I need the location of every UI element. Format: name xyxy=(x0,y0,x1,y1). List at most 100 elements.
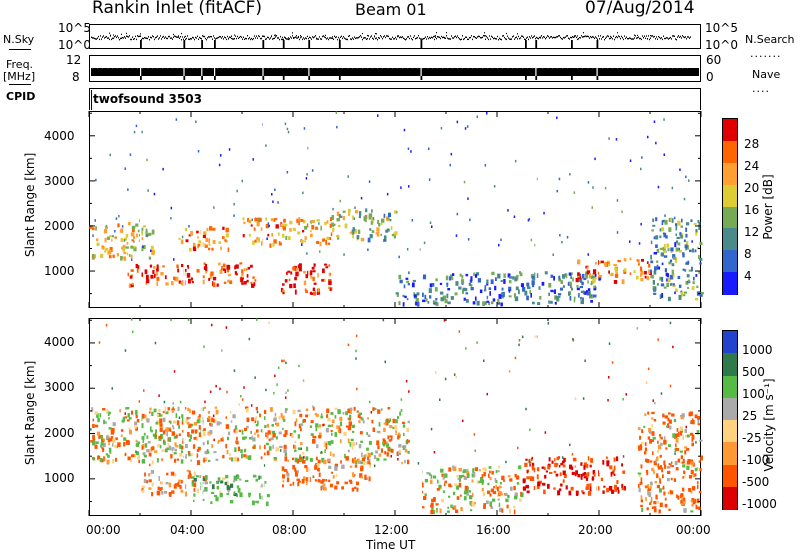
power-cell xyxy=(592,275,595,280)
velocity-cell xyxy=(107,411,110,416)
power-cell xyxy=(556,297,559,301)
power-cell xyxy=(324,221,327,226)
nsky-point xyxy=(617,32,618,34)
velocity-cell xyxy=(302,451,305,455)
power-cell xyxy=(105,224,108,228)
power-gap xyxy=(535,112,537,307)
velocity-cell xyxy=(355,442,358,445)
velocity-cell xyxy=(555,473,559,477)
power-cell xyxy=(406,280,410,283)
velocity-cell xyxy=(318,425,321,429)
power-cell xyxy=(336,218,340,222)
power-noise xyxy=(679,168,681,171)
power-cell xyxy=(220,246,222,251)
nsky-point xyxy=(394,38,395,40)
nsky-point xyxy=(234,34,235,36)
power-cell xyxy=(600,260,604,264)
power-cell xyxy=(444,299,448,304)
nsky-point xyxy=(91,36,92,38)
nsky-point xyxy=(623,38,624,41)
velocity-cell xyxy=(203,406,206,409)
velocity-cell xyxy=(254,417,257,421)
power-cell xyxy=(659,294,662,299)
nsky-point xyxy=(319,36,320,38)
velocity-cell xyxy=(661,467,664,473)
nsky-point xyxy=(209,36,210,38)
velocity-cell xyxy=(306,467,310,472)
power-cell xyxy=(695,274,698,277)
power-cell xyxy=(489,291,491,296)
power-cell xyxy=(582,290,585,295)
nsky-point xyxy=(688,36,689,38)
velocity-cell xyxy=(690,499,693,503)
power-cell xyxy=(296,218,299,223)
velocity-noise xyxy=(281,359,283,363)
nsky-point xyxy=(550,36,551,38)
freq-band-texture xyxy=(642,67,644,69)
velocity-cell xyxy=(174,483,179,486)
power-cell xyxy=(295,271,299,277)
nsky-point xyxy=(240,35,241,38)
velocity-cell xyxy=(613,457,616,462)
velocity-cell xyxy=(175,434,178,439)
velocity-cell xyxy=(641,441,644,445)
freq-band-texture xyxy=(482,67,484,69)
freq-band-texture xyxy=(467,67,469,69)
power-cell xyxy=(127,272,130,277)
nsky-point xyxy=(219,36,220,38)
power-cell xyxy=(666,282,670,287)
velocity-cell xyxy=(673,418,677,423)
power-noise xyxy=(267,222,270,225)
nsky-point xyxy=(543,36,544,38)
velocity-cell xyxy=(162,439,165,445)
freq-gap xyxy=(201,68,203,76)
power-cell xyxy=(671,218,674,223)
nsky-point xyxy=(310,37,311,39)
power-cell xyxy=(531,276,535,280)
power-cell xyxy=(669,259,673,263)
power-cell xyxy=(235,264,239,269)
power-cell xyxy=(578,293,580,298)
velocity-cell xyxy=(314,465,318,470)
power-cell xyxy=(328,272,331,277)
nsky-point xyxy=(139,35,140,37)
power-noise xyxy=(647,135,649,139)
velocity-cell xyxy=(402,445,406,450)
power-cell xyxy=(145,274,149,280)
power-cell xyxy=(684,269,687,272)
power-cell xyxy=(512,276,515,280)
velocity-cell xyxy=(124,416,128,419)
power-cell xyxy=(558,275,561,280)
power-cell xyxy=(329,223,332,228)
power-cell xyxy=(329,288,332,291)
velocity-cell xyxy=(302,418,306,423)
velocity-noise xyxy=(254,432,256,435)
power-cell xyxy=(447,288,451,291)
velocity-cell xyxy=(171,409,175,413)
power-noise xyxy=(691,240,693,243)
power-cell xyxy=(427,301,430,304)
velocity-cell xyxy=(207,411,210,414)
velocity-cell xyxy=(497,486,499,492)
power-cell xyxy=(376,227,380,232)
nsky-point xyxy=(367,37,368,40)
velocity-cell xyxy=(163,440,166,445)
nsky-point xyxy=(303,37,304,39)
velocity-noise xyxy=(215,384,217,388)
nsky-point xyxy=(262,35,263,37)
nsky-point xyxy=(629,37,630,39)
nsky-point xyxy=(109,38,110,41)
power-cell xyxy=(247,217,249,222)
nsky-point xyxy=(540,37,541,39)
nsky-point xyxy=(349,35,350,37)
nsky-point xyxy=(131,38,132,41)
nsky-point xyxy=(656,36,657,38)
velocity-cell xyxy=(668,419,672,424)
nsky-point xyxy=(229,36,230,38)
velocity-colorbar-segment xyxy=(723,397,737,421)
power-cell xyxy=(141,272,143,277)
nsky-point xyxy=(407,36,408,38)
power-cell xyxy=(663,244,666,249)
power-cell xyxy=(399,279,403,284)
nsky-point xyxy=(297,37,298,39)
